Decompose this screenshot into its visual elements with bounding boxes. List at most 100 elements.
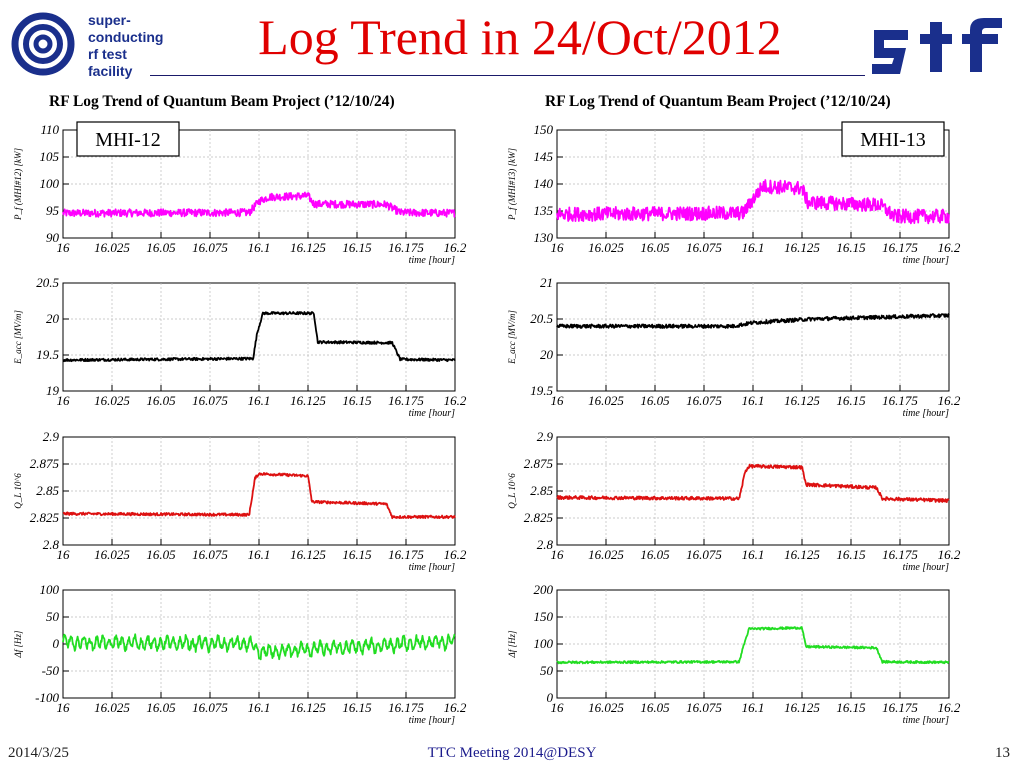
y-tick-label: 20.5 xyxy=(530,311,553,326)
x-tick-label: 16.2 xyxy=(444,240,467,255)
x-tick-label: 16.025 xyxy=(94,547,130,562)
y-tick-label: 19.5 xyxy=(530,383,553,398)
x-tick-label: 16 xyxy=(551,700,565,715)
data-series-line xyxy=(62,191,456,218)
y-axis-label: Δf [Hz] xyxy=(13,630,23,659)
y-axis-label: Q_L 10^6 xyxy=(13,473,23,509)
y-tick-label: 130 xyxy=(534,230,554,245)
y-tick-label: 100 xyxy=(40,582,60,597)
x-tick-label: 16.2 xyxy=(444,700,467,715)
x-axis-label: time [hour] xyxy=(903,562,950,573)
x-tick-label: 16.075 xyxy=(192,700,228,715)
y-tick-label: 2.85 xyxy=(530,483,553,498)
y-tick-label: 50 xyxy=(46,609,60,624)
x-tick-label: 16.075 xyxy=(686,700,722,715)
x-tick-label: 16.025 xyxy=(94,700,130,715)
x-tick-label: 16.175 xyxy=(882,547,918,562)
concentric-circles-logo-icon xyxy=(11,12,75,76)
y-tick-label: 2.875 xyxy=(30,456,60,471)
x-tick-label: 16.125 xyxy=(784,700,820,715)
x-tick-label: 16.1 xyxy=(742,547,765,562)
x-tick-label: 16.05 xyxy=(146,393,176,408)
y-axis-label: E_acc [MV/m] xyxy=(507,310,517,365)
y-tick-label: 145 xyxy=(534,149,554,164)
x-tick-label: 16.075 xyxy=(192,547,228,562)
x-tick-label: 16.15 xyxy=(836,547,866,562)
x-axis-label: time [hour] xyxy=(409,715,456,726)
x-tick-label: 16.125 xyxy=(290,700,326,715)
x-tick-label: 16.2 xyxy=(938,240,961,255)
unit-label: MHI-12 xyxy=(95,129,161,151)
x-tick-label: 16.1 xyxy=(248,547,271,562)
y-tick-label: 20.5 xyxy=(36,275,59,290)
y-tick-label: 150 xyxy=(534,609,554,624)
y-tick-label: 21 xyxy=(540,275,553,290)
x-tick-label: 16.15 xyxy=(836,240,866,255)
y-tick-label: 100 xyxy=(40,176,60,191)
panel-heading-right: RF Log Trend of Quantum Beam Project (’1… xyxy=(545,93,891,110)
y-tick-label: 140 xyxy=(534,176,554,191)
y-tick-label: 135 xyxy=(534,203,554,218)
y-tick-label: 100 xyxy=(534,636,554,651)
x-tick-label: 16.15 xyxy=(342,393,372,408)
x-tick-label: 16 xyxy=(551,240,565,255)
y-tick-label: 19.5 xyxy=(36,347,59,362)
x-tick-label: 16.05 xyxy=(640,393,670,408)
x-tick-label: 16.075 xyxy=(686,547,722,562)
logo-text-line: facility xyxy=(88,63,133,79)
y-tick-label: 105 xyxy=(40,149,60,164)
y-tick-label: 2.825 xyxy=(30,510,60,525)
x-tick-label: 16 xyxy=(57,240,71,255)
logo-text-line: super- xyxy=(88,12,131,28)
x-tick-label: 16 xyxy=(57,393,71,408)
y-tick-label: 20 xyxy=(540,347,554,362)
x-axis-label: time [hour] xyxy=(903,715,950,726)
x-tick-label: 16.1 xyxy=(742,240,765,255)
y-tick-label: 50 xyxy=(540,663,554,678)
x-tick-label: 16.025 xyxy=(94,393,130,408)
y-tick-label: 150 xyxy=(534,122,554,137)
stf-logo: stf xyxy=(872,18,1002,74)
y-tick-label: 95 xyxy=(46,203,60,218)
x-tick-label: 16.075 xyxy=(686,393,722,408)
footer-page-number: 13 xyxy=(995,745,1010,761)
x-tick-label: 16.025 xyxy=(588,240,624,255)
y-axis-label: E_acc [MV/m] xyxy=(13,310,23,365)
x-tick-label: 16.175 xyxy=(882,240,918,255)
y-tick-label: 2.9 xyxy=(43,429,60,444)
y-tick-label: 90 xyxy=(46,230,60,245)
chart-0-3: 16 16.025 16.05 16.075 16.1 16.125 16.15 16.175… xyxy=(13,582,467,726)
superconducting-rf-test-facility-logo: super- conducting rf test facility xyxy=(11,12,163,79)
logo-text-line: rf test xyxy=(88,46,127,62)
x-tick-label: 16.05 xyxy=(640,547,670,562)
data-series-line xyxy=(556,179,950,225)
x-tick-label: 16.125 xyxy=(290,547,326,562)
panel-heading-left: RF Log Trend of Quantum Beam Project (’1… xyxy=(49,93,395,110)
chart-1-2: 16 16.025 16.05 16.075 16.1 16.125 16.15 16.175… xyxy=(507,429,961,573)
y-tick-label: 0 xyxy=(53,636,60,651)
x-tick-label: 16.15 xyxy=(836,700,866,715)
x-axis-label: time [hour] xyxy=(409,408,456,419)
y-tick-label: 2.875 xyxy=(524,456,554,471)
chart-0-2: 16 16.025 16.05 16.075 16.1 16.125 16.15 16.175… xyxy=(13,429,467,573)
y-tick-label: 110 xyxy=(40,122,59,137)
x-tick-label: 16.15 xyxy=(342,240,372,255)
x-tick-label: 16 xyxy=(57,700,71,715)
y-axis-label: Δf [Hz] xyxy=(507,630,517,659)
data-series-line xyxy=(62,311,456,363)
x-tick-label: 16 xyxy=(551,547,565,562)
x-tick-label: 16.05 xyxy=(146,240,176,255)
logo-text-line: conducting xyxy=(88,29,163,45)
data-series-line xyxy=(62,633,456,661)
x-tick-label: 16.075 xyxy=(192,393,228,408)
x-tick-label: 16.1 xyxy=(742,700,765,715)
stf-logo-icon xyxy=(872,18,1002,74)
x-tick-label: 16.1 xyxy=(248,240,271,255)
x-tick-label: 16.1 xyxy=(248,700,271,715)
y-tick-label: 19 xyxy=(46,383,60,398)
x-tick-label: 16.175 xyxy=(388,393,424,408)
x-tick-label: 16.175 xyxy=(882,393,918,408)
x-tick-label: 16.125 xyxy=(784,240,820,255)
x-tick-label: 16.2 xyxy=(938,547,961,562)
